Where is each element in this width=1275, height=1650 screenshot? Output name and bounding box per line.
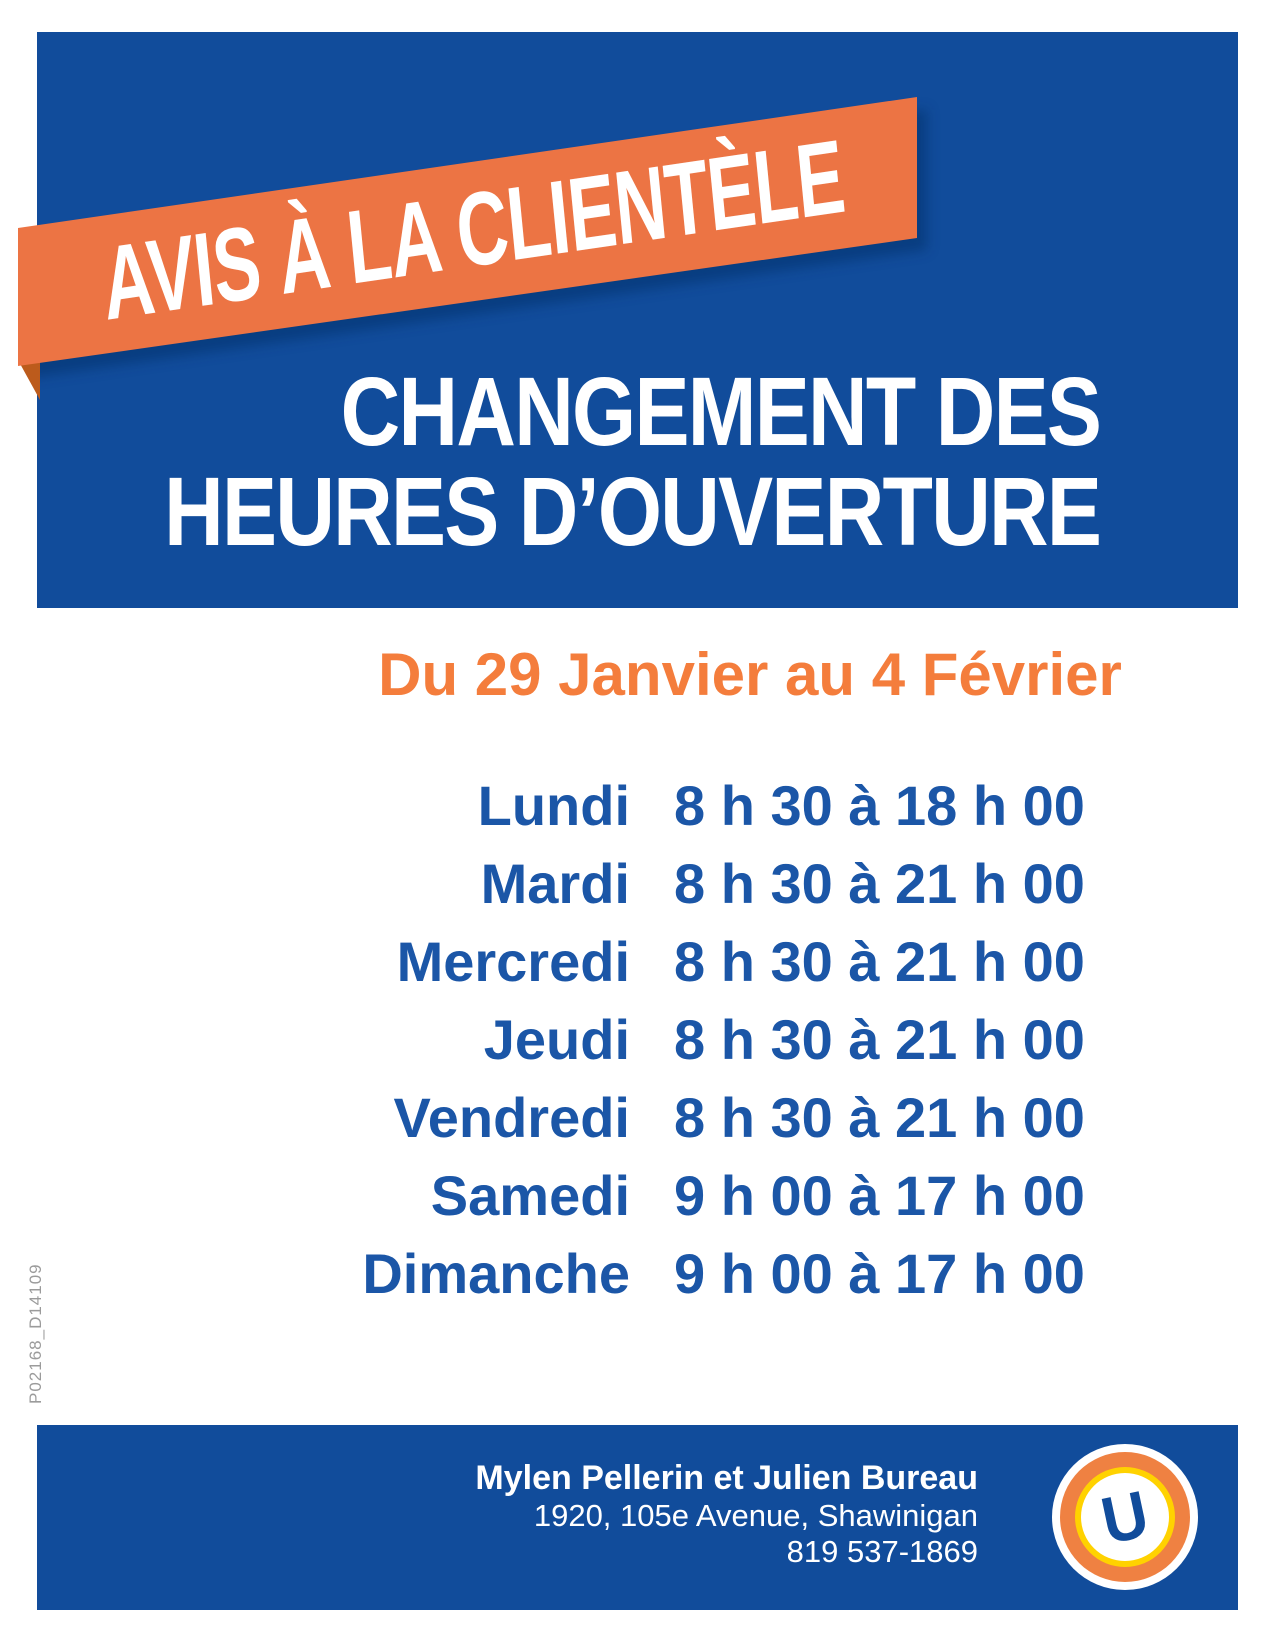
schedule-row: Dimanche 9 h 00 à 17 h 00: [330, 1234, 1170, 1312]
day-label: Vendredi: [393, 1085, 630, 1149]
day-label: Lundi: [477, 773, 630, 837]
schedule-row: Mercredi 8 h 30 à 21 h 00: [330, 922, 1170, 1000]
logo-inner-disc: U: [1081, 1473, 1169, 1561]
headline-line1: CHANGEMENT DES: [340, 357, 1101, 466]
logo-orange-ring: U: [1060, 1452, 1190, 1582]
hours-value: 8 h 30 à 21 h 00: [674, 1007, 1085, 1071]
schedule: Lundi 8 h 30 à 18 h 00 Mardi 8 h 30 à 21…: [330, 766, 1170, 1312]
hours-value: 8 h 30 à 21 h 00: [674, 851, 1085, 915]
day-label: Samedi: [430, 1163, 630, 1227]
hours-value: 9 h 00 à 17 h 00: [674, 1163, 1085, 1227]
logo-yellow-ring: U: [1075, 1467, 1175, 1567]
store-phone: 819 537-1869: [786, 1534, 978, 1569]
footer-contact: Mylen Pellerin et Julien Bureau 1920, 10…: [475, 1458, 978, 1570]
schedule-row: Jeudi 8 h 30 à 21 h 00: [330, 1000, 1170, 1078]
day-label: Jeudi: [483, 1007, 630, 1071]
day-label: Dimanche: [362, 1241, 630, 1305]
schedule-row: Mardi 8 h 30 à 21 h 00: [330, 844, 1170, 922]
store-owners: Mylen Pellerin et Julien Bureau: [475, 1459, 978, 1497]
schedule-row: Vendredi 8 h 30 à 21 h 00: [330, 1078, 1170, 1156]
date-range: Du 29 Janvier au 4 Février: [378, 641, 1122, 708]
logo-u-letter: U: [1095, 1476, 1155, 1558]
day-label: Mercredi: [396, 929, 630, 993]
headline: CHANGEMENT DES HEURES D’OUVERTURE: [0, 357, 1102, 566]
footer-blue-panel: [37, 1425, 1238, 1610]
store-address: 1920, 105e Avenue, Shawinigan: [533, 1498, 978, 1533]
schedule-row: Samedi 9 h 00 à 17 h 00: [330, 1156, 1170, 1234]
print-code: P02168_D14109: [26, 1263, 45, 1404]
hours-value: 8 h 30 à 21 h 00: [674, 1085, 1085, 1149]
hours-value: 8 h 30 à 21 h 00: [674, 929, 1085, 993]
hours-value: 8 h 30 à 18 h 00: [674, 773, 1085, 837]
schedule-row: Lundi 8 h 30 à 18 h 00: [330, 766, 1170, 844]
store-logo: U: [1052, 1444, 1198, 1590]
headline-line2: HEURES D’OUVERTURE: [163, 457, 1102, 566]
hours-value: 9 h 00 à 17 h 00: [674, 1241, 1085, 1305]
day-label: Mardi: [480, 851, 630, 915]
